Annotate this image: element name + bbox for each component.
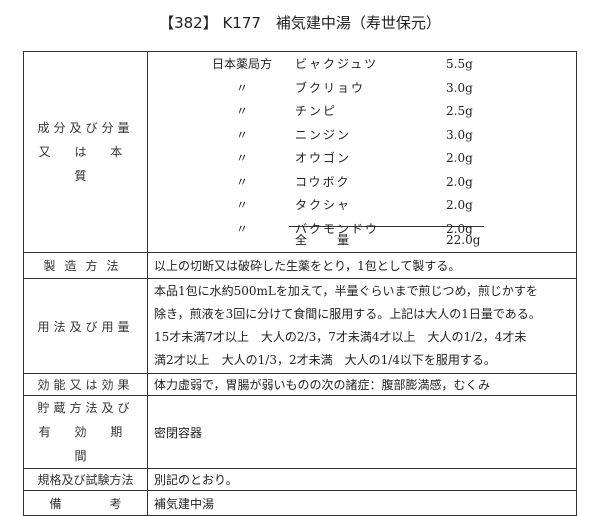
ingredient-source: 〃 — [235, 221, 248, 236]
monograph-table: 成分及び分量 又 は 本 質 全 量 22.0g 日本薬局方 ビャクジュツ 5.5g… — [23, 51, 577, 516]
remarks-row: 備 考 補気建中湯 — [23, 490, 577, 516]
ingredient-name: コウボク — [295, 174, 351, 189]
efficacy-label: 効能又は効果 — [23, 373, 148, 396]
ingredient-row: 〃 オウゴン 2.0g — [154, 148, 570, 168]
efficacy-text: 体力虚弱で，胃腸が弱いものの次の諸症：腹部膨満感，むくみ — [147, 373, 577, 396]
ingredient-source: 〃 — [235, 198, 248, 212]
ingredients-label: 成分及び分量 又 は 本 質 — [23, 51, 148, 253]
ingredient-row: 〃 チンピ 2.5g — [154, 101, 570, 121]
ingredient-name: ブクリョウ — [295, 80, 366, 95]
text-line: 15才未満7才以上 大人の2/3，7才未満4才以上 大人の1/2，4才未 — [154, 330, 527, 344]
ingredient-amount: 2.0g — [446, 221, 473, 236]
ingredient-row: 〃 ブクリョウ 3.0g — [154, 78, 570, 98]
dosage-row: 用法及び用量 本品1包に水約500mLを加えて，半量ぐらいまで煎じつめ，煎じかす… — [23, 278, 577, 374]
storage-row: 貯蔵方法及び 有 効 期 間 密閉容器 — [23, 395, 577, 469]
ingredient-name: タクシャ — [295, 198, 352, 212]
total-label: 全 量 — [295, 233, 352, 247]
spec-row: 規格及び試験方法 別記のとおり。 — [23, 468, 577, 491]
storage-text: 密閉容器 — [147, 395, 577, 469]
ingredient-amount: 2.5g — [446, 104, 473, 118]
dosage-label: 用法及び用量 — [23, 278, 148, 374]
ingredient-name: ニンジン — [295, 127, 352, 142]
manufacture-label: 製造方法 — [23, 252, 148, 279]
ingredients-row: 成分及び分量 又 は 本 質 全 量 22.0g 日本薬局方 ビャクジュツ 5.5g… — [23, 51, 577, 253]
spec-text: 別記のとおり。 — [147, 468, 577, 491]
manufacture-text: 以上の切断又は破砕した生薬をとり，1包として製する。 — [147, 252, 577, 279]
text-line: 満2才以上 大人の1/3，2才未満 大人の1/4以下を服用する。 — [154, 353, 496, 367]
efficacy-row: 効能又は効果 体力虚弱で，胃腸が弱いものの次の諸症：腹部膨満感，むくみ — [23, 373, 577, 396]
ingredient-source: 日本薬局方 — [211, 57, 272, 71]
total-amount: 22.0g — [446, 233, 481, 247]
label-line: 又 は 本 質 — [38, 145, 133, 183]
ingredient-amount: 2.0g — [446, 151, 473, 165]
ingredient-list: 全 量 22.0g 日本薬局方 ビャクジュツ 5.5g 〃ブクリョウ 3.0g 〃チンピ 2… — [154, 52, 570, 252]
ingredient-name: ビャクジュツ — [295, 57, 379, 71]
ingredient-row: 〃 バクモンドウ 2.0g — [154, 219, 570, 239]
ingredient-amount: 2.0g — [446, 174, 473, 189]
ingredient-source: 〃 — [235, 174, 248, 189]
ingredient-amount: 5.5g — [446, 57, 473, 71]
sum-divider — [289, 226, 484, 227]
ingredients-cell: 全 量 22.0g 日本薬局方 ビャクジュツ 5.5g 〃ブクリョウ 3.0g 〃チンピ 2… — [147, 51, 577, 253]
ingredient-source: 〃 — [235, 127, 248, 142]
ingredient-amount: 2.0g — [446, 198, 473, 212]
ingredient-amount: 3.0g — [446, 80, 473, 95]
remarks-text: 補気建中湯 — [147, 490, 577, 516]
ingredient-name: チンピ — [295, 104, 338, 118]
text-line: 除き，煎液を3回に分けて食間に服用する。上記は大人の1日量である。 — [154, 307, 541, 321]
ingredient-source: 〃 — [235, 104, 248, 118]
ingredient-row: 〃 タクシャ 2.0g — [154, 195, 570, 215]
storage-label: 貯蔵方法及び 有 効 期 間 — [23, 395, 148, 469]
ingredient-row: 日本薬局方 ビャクジュツ 5.5g — [154, 54, 570, 74]
ingredient-name: オウゴン — [295, 151, 352, 165]
ingredient-amount: 3.0g — [446, 127, 473, 142]
label-line: 貯蔵方法及び — [37, 401, 134, 415]
ingredient-source: 〃 — [235, 151, 248, 165]
label-line: 成分及び分量 — [37, 121, 134, 135]
ingredient-name: バクモンドウ — [295, 221, 380, 236]
remarks-label: 備 考 — [23, 490, 148, 516]
page-title: 【382】 K177 補気建中湯（寿世保元） — [159, 14, 441, 32]
text-line: 本品1包に水約500mLを加えて，半量ぐらいまで煎じつめ，煎じかすを — [154, 284, 538, 298]
spec-label: 規格及び試験方法 — [23, 468, 148, 491]
total-row: 全 量 22.0g — [154, 230, 570, 250]
ingredient-row: 〃 コウボク 2.0g — [154, 172, 570, 192]
manufacture-row: 製造方法 以上の切断又は破砕した生薬をとり，1包として製する。 — [23, 252, 577, 279]
ingredient-row: 〃 ニンジン 3.0g — [154, 125, 570, 145]
label-line: 有 効 期 間 — [38, 425, 133, 463]
dosage-text: 本品1包に水約500mLを加えて，半量ぐらいまで煎じつめ，煎じかすを 除き，煎液… — [147, 278, 577, 374]
ingredient-source: 〃 — [235, 80, 248, 95]
